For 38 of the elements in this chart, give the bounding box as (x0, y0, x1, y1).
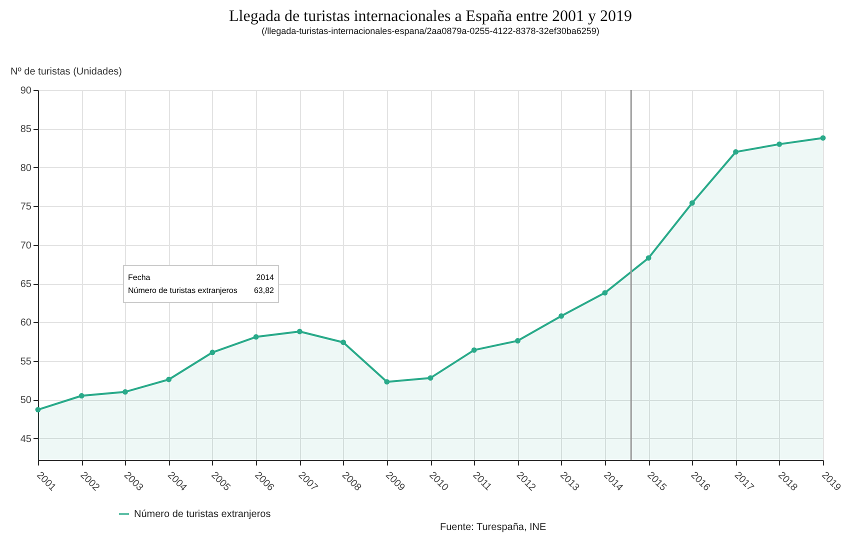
y-tick-label: 75 (20, 202, 32, 213)
point (733, 149, 739, 155)
annotation: 63,82 (254, 285, 274, 297)
point (471, 347, 477, 353)
point (428, 375, 434, 381)
point (689, 200, 695, 206)
y-tick-label: 85 (20, 124, 32, 136)
y-axis-title: Nº de turistas (Unidades) (10, 66, 122, 78)
y-tick-label: 90 (20, 86, 32, 96)
point (210, 350, 216, 356)
y-tick-label: 65 (20, 279, 32, 290)
point (514, 338, 520, 344)
point (602, 290, 608, 296)
y-tick-label: 60 (20, 318, 32, 329)
point (296, 328, 302, 334)
point (35, 406, 41, 412)
point (646, 255, 652, 261)
annotation: Número de turistas extranjeros (128, 285, 238, 297)
point (166, 376, 172, 382)
point (253, 334, 259, 340)
point (122, 389, 128, 395)
chart-title: Llegada de turistas internacionales a España entre 2001 y 2019 (229, 8, 632, 25)
y-tick-label: 55 (20, 356, 32, 368)
point (558, 313, 564, 319)
y-tick-label: 80 (20, 162, 32, 174)
y-tick-label: 45 (20, 434, 32, 445)
source-note: Fuente: Turespaña, INE (440, 522, 546, 533)
point (384, 379, 390, 385)
y-tick-label: 70 (20, 240, 32, 252)
point (340, 340, 346, 346)
point (776, 141, 782, 147)
legend-label: Número de turistas extranjeros (134, 509, 271, 520)
y-tick-label: 50 (20, 395, 32, 406)
chart-subtitle: (/llegada-turistas-internacionales-espana/2aa0879a-0255-4122-8378-32ef30ba6259) (262, 26, 600, 36)
annotation: Fecha (128, 272, 150, 284)
annotation: 2014 (256, 272, 274, 284)
point (78, 393, 84, 398)
point (820, 135, 826, 141)
